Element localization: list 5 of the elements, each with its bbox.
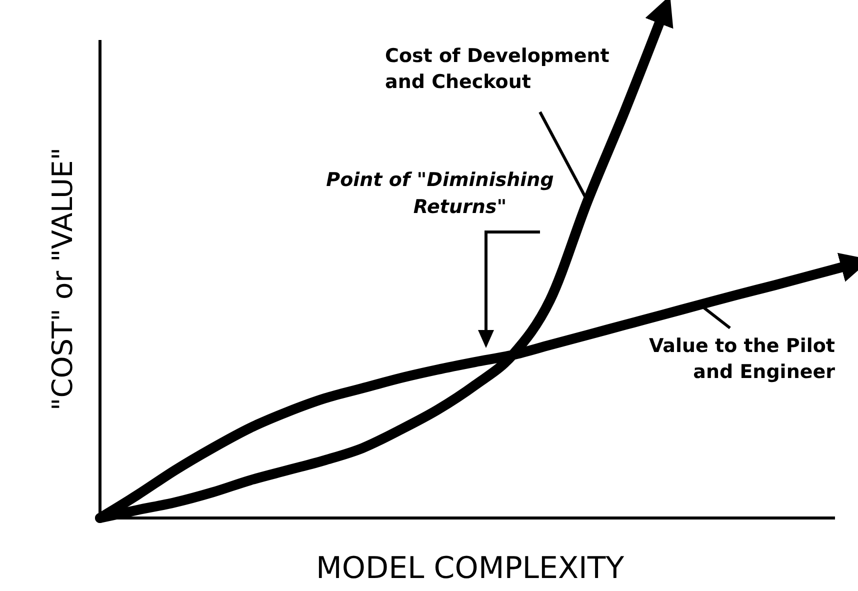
x-axis-title: MODEL COMPLEXITY — [316, 551, 625, 586]
legend-label: Value to the Pilot and Engineer — [649, 335, 836, 383]
series-label: Cost of Development and Checkout — [385, 45, 610, 93]
annotation: Point of "Diminishing Returns" — [326, 169, 554, 218]
y-axis-title: "COST" or "VALUE" — [46, 147, 79, 411]
